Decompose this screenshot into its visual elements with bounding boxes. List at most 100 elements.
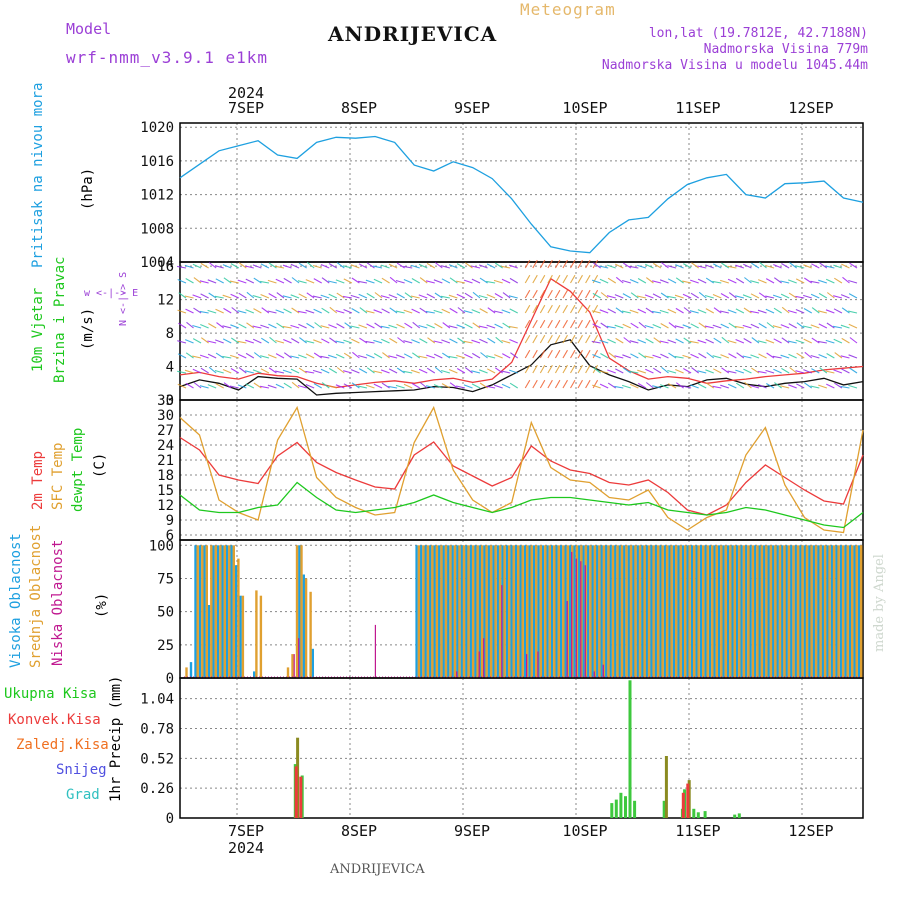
legend-total-rain: Ukupna Kisa [4, 686, 97, 702]
wind-arrow [493, 279, 503, 284]
wind-arrow [713, 263, 722, 269]
clouds-bar [429, 545, 432, 678]
wind-arrow [433, 279, 443, 284]
wind-arrow [720, 279, 729, 284]
clouds-bar [767, 545, 770, 678]
wind-arrow [750, 280, 760, 284]
wind-arrow [456, 368, 466, 374]
y-tick-label: 24 [157, 438, 174, 454]
wind-arrow [396, 262, 405, 269]
wind-arrow [795, 265, 805, 269]
wind-arrow [299, 337, 307, 344]
wind-arrow [554, 364, 561, 374]
wind-arrow [765, 339, 775, 344]
wind-arrow [418, 294, 428, 299]
wind-arrow [246, 291, 255, 299]
wind-arrow [825, 309, 835, 314]
y-tick-label: 1020 [140, 120, 174, 136]
wind-arrow [335, 384, 345, 389]
wind-arrow [486, 324, 496, 329]
wind-arrow [237, 310, 247, 314]
wind-arrow [562, 319, 568, 329]
clouds-bar [823, 545, 827, 678]
wind-arrow [238, 292, 247, 299]
wind-arrow [721, 336, 730, 344]
wind-arrow [683, 307, 692, 314]
wind-arrow [848, 354, 858, 359]
clouds-bar [526, 545, 529, 678]
clouds-bar [431, 545, 434, 678]
wind-arrow [463, 279, 473, 284]
wind-arrow [388, 385, 398, 389]
clouds-bar [424, 545, 427, 678]
clouds-bar [304, 578, 308, 678]
wind-arrow [547, 259, 553, 269]
wind-arrow [744, 277, 752, 284]
wind-arrow [260, 368, 270, 374]
y-tick-label: 1.04 [140, 692, 174, 708]
wind-arrow [599, 339, 609, 344]
wind-arrow [780, 354, 790, 359]
wind-arrow [275, 353, 285, 359]
wind-arrow [192, 355, 202, 359]
clouds-bar [778, 545, 782, 678]
wind-arrow [448, 294, 458, 299]
wind-arrow [599, 370, 609, 374]
clouds-bar [467, 545, 470, 678]
wind-arrow [314, 322, 323, 329]
clouds-bar [634, 545, 637, 678]
wind-arrow [312, 295, 322, 299]
clouds-bar [740, 545, 743, 678]
wind-arrow [290, 294, 300, 299]
wind-arrow [449, 307, 458, 314]
wind-arrow [222, 355, 232, 359]
wind-arrow [757, 370, 767, 374]
wind-arrow [606, 325, 616, 329]
clouds-bar [228, 545, 231, 678]
wind-arrow [817, 340, 827, 344]
wind-arrow [803, 338, 813, 344]
wind-arrow [532, 289, 538, 299]
wind-arrow [493, 310, 503, 314]
wind-arrow [306, 292, 315, 299]
wind-arrow [419, 277, 428, 284]
wind-arrow [298, 354, 307, 359]
wind-arrow [395, 384, 405, 389]
wind-arrow [395, 310, 405, 314]
clouds-bar [756, 545, 759, 678]
wind-arrow [199, 385, 209, 389]
wind-arrow [214, 295, 224, 299]
wind-arrow [682, 293, 692, 299]
wind-arrow [252, 369, 262, 374]
clouds-bar [853, 545, 856, 678]
wind-arrow [193, 382, 202, 389]
wind-arrow [177, 383, 187, 389]
wind-arrow [313, 278, 322, 284]
y-tick-label: 12 [157, 293, 174, 309]
clouds-bar [575, 558, 577, 678]
wind-arrow [366, 262, 375, 269]
clouds-bar [661, 545, 664, 678]
clouds-bar [844, 545, 847, 678]
wind-arrow [750, 384, 760, 389]
wind-arrow [841, 368, 850, 374]
clouds-bar [259, 595, 263, 678]
clouds-bar [584, 565, 586, 678]
wind-arrow [374, 322, 383, 329]
wind-arrow [192, 338, 202, 344]
wind-arrow [660, 353, 669, 359]
wind-arrow [260, 293, 270, 299]
wind-arrow [373, 265, 383, 269]
wind-arrow [744, 381, 752, 389]
wind-arrow [795, 295, 805, 299]
wind-arrow [704, 294, 714, 299]
wind-arrow [781, 306, 790, 314]
wind-arrow [789, 262, 798, 269]
clouds-bar [505, 545, 509, 678]
wind-arrow [751, 367, 760, 374]
wind-arrow [396, 293, 405, 299]
wind-arrow [736, 352, 745, 359]
wind-arrow [629, 370, 639, 374]
wind-arrow [426, 367, 436, 374]
